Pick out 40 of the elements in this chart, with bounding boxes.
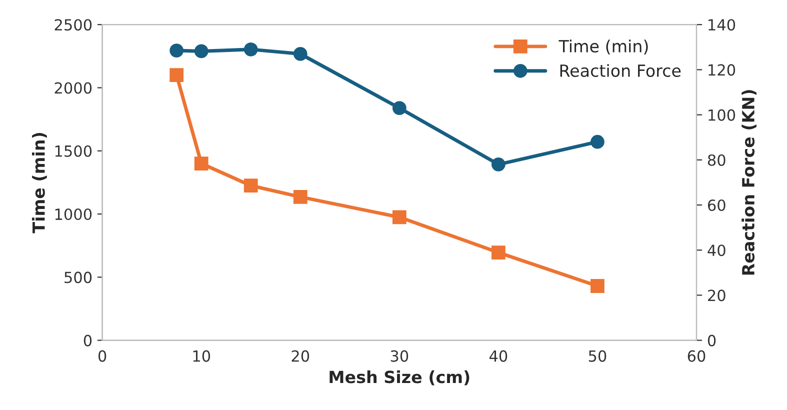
point xyxy=(392,210,406,224)
x-axis-title: Mesh Size (cm) xyxy=(330,370,470,386)
y2-axis-title: Reaction Force (KN) xyxy=(742,90,756,275)
y-tick-label: 2000 xyxy=(54,82,92,94)
y-tick-label: 500 xyxy=(64,272,92,284)
y2-tick-label: 100 xyxy=(708,109,736,121)
x-tick-label: 30 xyxy=(390,350,408,362)
point xyxy=(194,156,208,170)
legend-label: Time (min) xyxy=(558,40,648,54)
x-tick-label: 10 xyxy=(193,350,210,362)
y2-tick-label: 60 xyxy=(708,199,726,212)
x-tick-label: 20 xyxy=(292,350,310,362)
point xyxy=(590,279,604,293)
y-axis-title: Time (min) xyxy=(32,133,47,234)
x-tick-label: 0 xyxy=(98,350,106,362)
point xyxy=(491,246,506,260)
y-tick-label: 1000 xyxy=(55,208,92,220)
point xyxy=(170,44,184,58)
x-tick-label: 60 xyxy=(688,350,706,362)
y2-tick-label: 20 xyxy=(708,290,726,302)
y-tick-label: 1500 xyxy=(55,145,92,157)
point xyxy=(293,190,308,204)
y-tick-label: 0 xyxy=(84,334,92,346)
point xyxy=(244,42,258,56)
x-tick-label: 40 xyxy=(489,350,508,362)
point xyxy=(590,134,604,149)
point xyxy=(244,178,258,193)
legend-label: Reaction Force xyxy=(560,64,681,77)
y2-tick-label: 80 xyxy=(708,154,726,166)
y2-tick-label: 0 xyxy=(708,334,716,346)
point xyxy=(194,44,208,58)
point xyxy=(392,101,406,115)
x-tick-label: 50 xyxy=(588,350,606,362)
y2-tick-label: 140 xyxy=(708,19,736,31)
y2-tick-label: 120 xyxy=(708,64,736,76)
point xyxy=(170,68,184,82)
y2-tick-label: 40 xyxy=(708,244,726,256)
point xyxy=(491,157,506,172)
y-tick-label: 2500 xyxy=(54,19,92,31)
point xyxy=(293,46,308,61)
